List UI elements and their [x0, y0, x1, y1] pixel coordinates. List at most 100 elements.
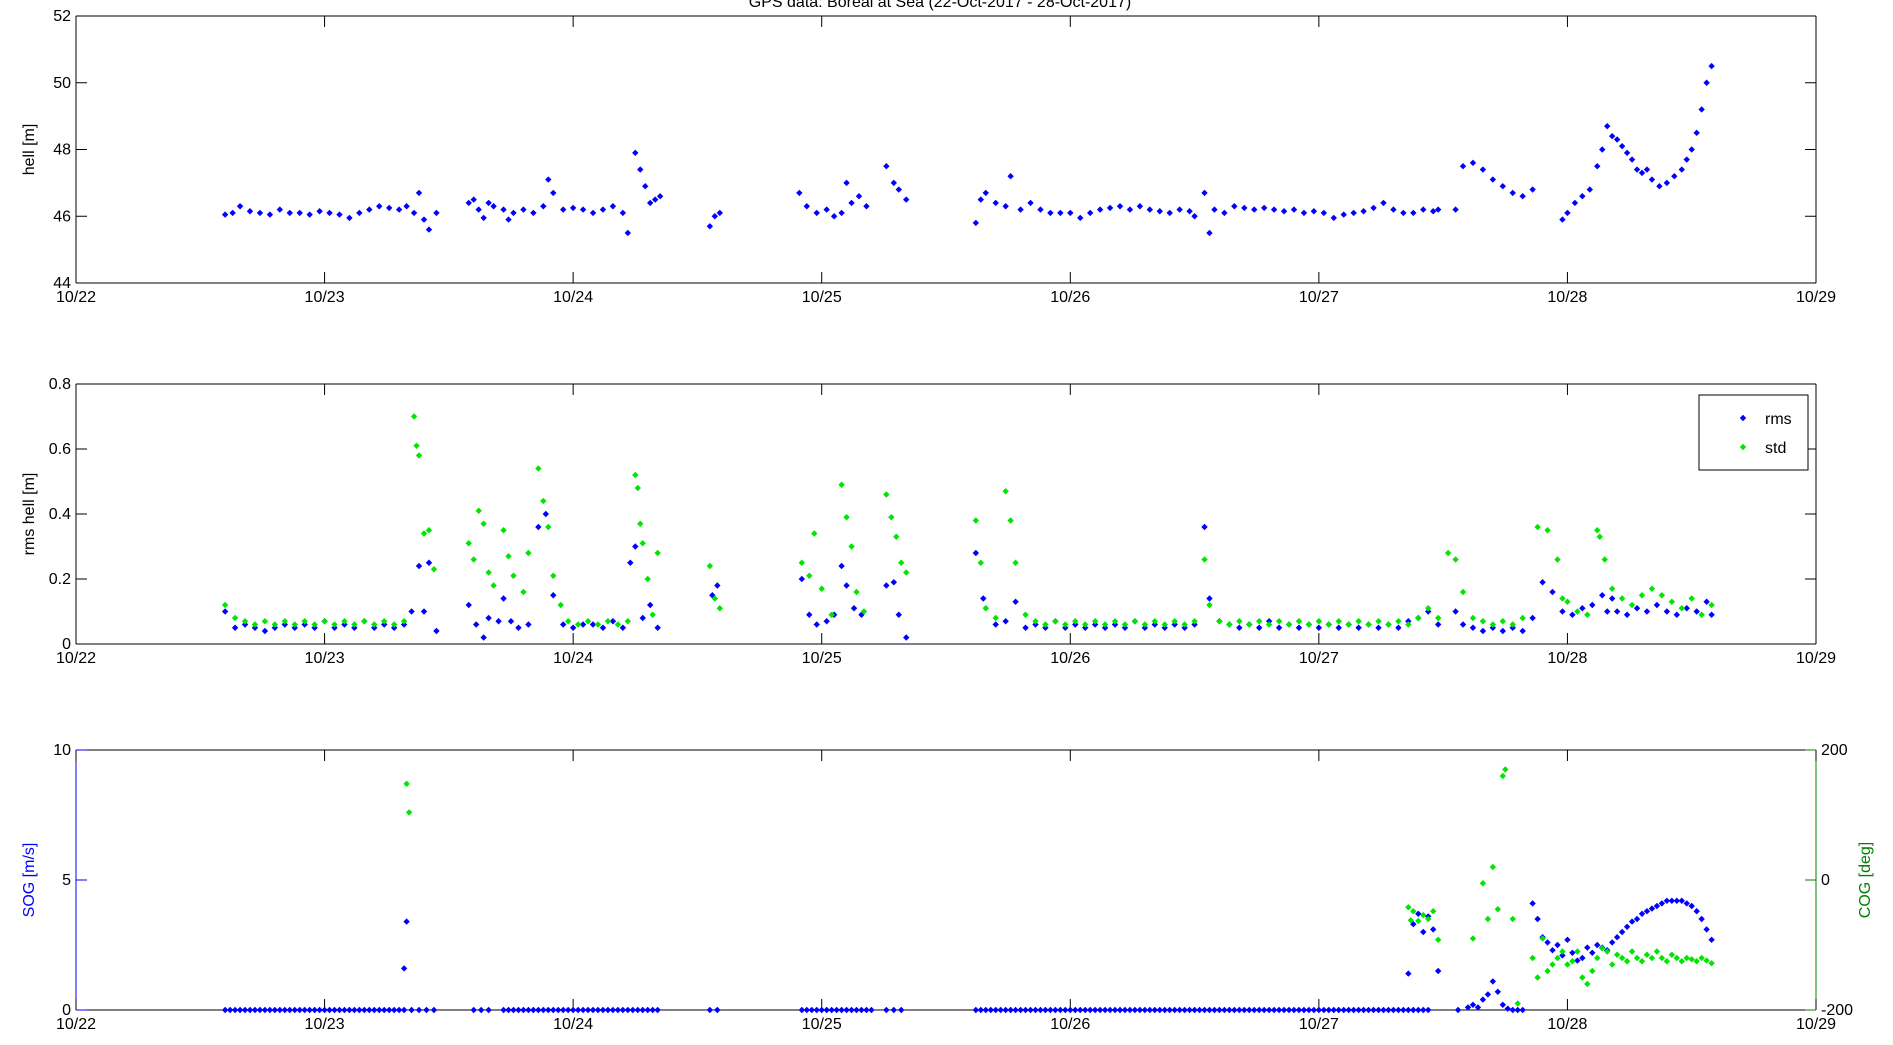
data-point	[1452, 556, 1459, 563]
data-point	[1574, 608, 1581, 615]
data-point	[796, 189, 803, 197]
data-point	[624, 229, 632, 237]
data-point	[1091, 618, 1099, 625]
data-point	[1042, 621, 1049, 628]
data-point	[1141, 621, 1149, 628]
data-point	[1146, 206, 1154, 213]
data-point	[550, 1006, 557, 1014]
y-axis-label: SOG [m/s]	[21, 843, 38, 918]
data-point	[1400, 1006, 1407, 1014]
data-point	[1052, 1006, 1059, 1014]
data-point	[550, 572, 557, 579]
data-point	[1365, 621, 1372, 628]
data-point	[1434, 936, 1442, 943]
data-point	[1251, 206, 1258, 213]
data-point	[808, 1006, 815, 1014]
data-point	[1141, 1006, 1149, 1014]
data-point	[415, 189, 423, 197]
data-point	[1236, 1006, 1243, 1014]
data-point	[714, 1006, 721, 1014]
data-point	[982, 1006, 989, 1014]
data-point	[241, 621, 249, 628]
data-point	[823, 1006, 830, 1014]
data-point	[1206, 601, 1213, 609]
data-point	[806, 611, 813, 618]
data-point	[632, 543, 639, 550]
y-tick-label: 5	[62, 872, 71, 889]
data-point	[420, 608, 428, 615]
data-point	[1002, 1006, 1009, 1014]
data-point	[858, 1006, 865, 1014]
data-point	[1191, 621, 1198, 628]
data-point	[281, 621, 288, 628]
data-point	[1032, 618, 1039, 625]
data-point	[1325, 621, 1332, 628]
data-point	[838, 209, 845, 217]
data-point	[525, 549, 532, 557]
data-point	[530, 209, 537, 217]
data-point	[1251, 1006, 1258, 1014]
data-point	[1420, 928, 1427, 936]
data-point	[1116, 203, 1124, 210]
data-point	[236, 1006, 244, 1014]
data-point	[716, 209, 723, 217]
data-point	[390, 1006, 398, 1014]
data-point	[863, 203, 870, 210]
data-point	[654, 549, 661, 557]
legend-label: std	[1765, 440, 1786, 457]
data-point	[1380, 199, 1387, 207]
data-point	[505, 216, 512, 223]
data-point	[1668, 897, 1676, 904]
data-point	[1633, 166, 1641, 173]
data-point	[895, 611, 902, 618]
data-point	[1156, 208, 1163, 215]
data-point	[1549, 961, 1556, 968]
data-point	[1663, 179, 1671, 187]
data-point	[336, 211, 343, 218]
data-point	[1464, 1004, 1472, 1011]
series-std	[221, 413, 1715, 628]
data-point	[1360, 1006, 1367, 1014]
x-tick-label: 10/23	[305, 1016, 345, 1033]
data-point	[574, 621, 582, 628]
data-point	[1514, 1006, 1521, 1014]
y-tick-label: 50	[53, 75, 71, 92]
data-point	[1086, 1006, 1094, 1014]
data-point	[560, 1006, 567, 1014]
data-point	[1121, 624, 1129, 631]
legend-marker	[1739, 414, 1747, 422]
x-tick-label: 10/24	[553, 650, 593, 667]
data-point	[589, 621, 597, 628]
data-point	[1012, 598, 1019, 605]
data-point	[331, 1006, 338, 1014]
data-point	[1708, 960, 1715, 967]
data-point	[1305, 1006, 1313, 1014]
data-point	[1519, 1006, 1526, 1014]
data-point	[515, 624, 522, 631]
series-rms	[221, 510, 1715, 641]
data-point	[1350, 1006, 1357, 1014]
data-point	[848, 543, 855, 550]
data-point	[301, 618, 308, 625]
data-point	[1062, 621, 1069, 628]
data-point	[1002, 203, 1009, 210]
data-point	[1405, 1006, 1412, 1014]
data-point	[1579, 193, 1586, 200]
data-point	[1489, 624, 1497, 631]
legend-label: rms	[1765, 411, 1792, 428]
data-point	[1618, 928, 1626, 936]
hell-plot: 10/22 10/23 10/24 10/25 10/26 10/27 10/28 10/29…	[21, 8, 1836, 306]
data-point	[1559, 216, 1566, 223]
data-point	[550, 592, 557, 599]
data-point	[400, 621, 408, 628]
data-point	[1594, 941, 1601, 949]
data-point	[1305, 621, 1313, 628]
legend-marker	[1739, 443, 1747, 451]
data-point	[1594, 954, 1601, 962]
data-point	[1355, 1006, 1362, 1014]
data-point	[711, 213, 719, 220]
data-point	[1608, 132, 1616, 140]
data-point	[1101, 621, 1109, 628]
data-point	[1256, 1006, 1263, 1014]
data-point	[1012, 1006, 1019, 1014]
